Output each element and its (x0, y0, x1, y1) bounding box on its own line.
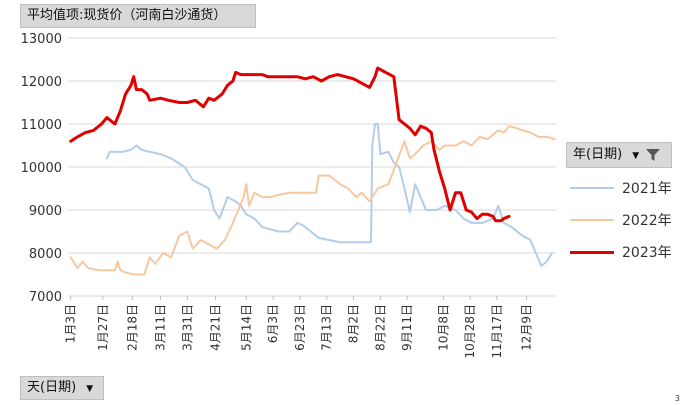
x-tick-label: 11月17日 (490, 304, 504, 359)
legend-item: 2021年 (570, 172, 680, 204)
y-tick-label: 10000 (21, 161, 62, 176)
y-tick-label: 11000 (21, 118, 62, 133)
legend-item: 2023年 (570, 236, 680, 268)
x-tick-label: 9月11日 (400, 304, 414, 351)
legend-swatch (570, 250, 614, 254)
legend-field-button[interactable]: 年(日期) ▼ (566, 142, 672, 168)
x-tick-label: 6月23日 (293, 304, 307, 351)
filter-funnel-icon (646, 148, 661, 161)
x-tick-label: 4月21日 (208, 304, 222, 351)
x-tick-label: 10月8日 (436, 304, 450, 351)
value-field-label: 平均值项:现货价（河南白沙通货） (27, 8, 227, 23)
dropdown-arrow-icon: ▼ (632, 151, 640, 161)
y-tick-label: 9000 (29, 204, 62, 219)
chart-legend: 2021年 2022年 2023年 (570, 172, 680, 268)
y-tick-label: 7000 (29, 290, 62, 305)
x-tick-label: 3月11日 (154, 304, 168, 351)
axis-field-label: 天(日期) (27, 380, 77, 395)
y-tick-label: 12000 (21, 75, 62, 90)
x-tick-label: 5月14日 (239, 304, 253, 351)
x-tick-label: 2月18日 (125, 304, 139, 351)
series-line-1 (69, 125, 556, 276)
chart-grid (68, 37, 556, 297)
x-tick-label: 8月22日 (373, 304, 387, 351)
series-line-2 (69, 66, 511, 223)
x-tick-label: 1月27日 (96, 304, 110, 351)
axis-field-button[interactable]: 天(日期) ▼ (20, 376, 104, 400)
y-tick-label: 8000 (29, 247, 62, 262)
y-tick-label: 13000 (21, 32, 62, 47)
dropdown-arrow-icon: ▼ (86, 384, 94, 394)
legend-swatch (570, 187, 614, 189)
series-line-0 (105, 123, 553, 267)
x-tick-label: 8月2日 (347, 304, 361, 343)
legend-label: 2021年 (622, 181, 672, 197)
legend-label: 2023年 (622, 245, 672, 261)
x-tick-label: 1月3日 (64, 304, 78, 343)
x-tick-label: 6月3日 (266, 304, 280, 343)
value-field-button[interactable]: 平均值项:现货价（河南白沙通货） (20, 4, 256, 28)
legend-field-label: 年(日期) (573, 147, 623, 162)
x-tick-label: 12月9日 (520, 304, 534, 351)
legend-item: 2022年 (570, 204, 680, 236)
corner-mark: 3 (674, 394, 680, 403)
y-axis: 7000 8000 9000 10000 11000 12000 13000 (21, 32, 62, 305)
x-tick-label: 7月13日 (320, 304, 334, 351)
legend-label: 2022年 (622, 213, 672, 229)
legend-swatch (570, 219, 614, 221)
plot-area (69, 66, 556, 276)
x-axis: 1月3日 1月27日 2月18日 3月11日 3月31日 4月21日 5月14日 6月3日 6月… (64, 296, 534, 359)
x-tick-label: 3月31日 (180, 304, 194, 351)
x-tick-label: 10月28日 (463, 304, 477, 359)
